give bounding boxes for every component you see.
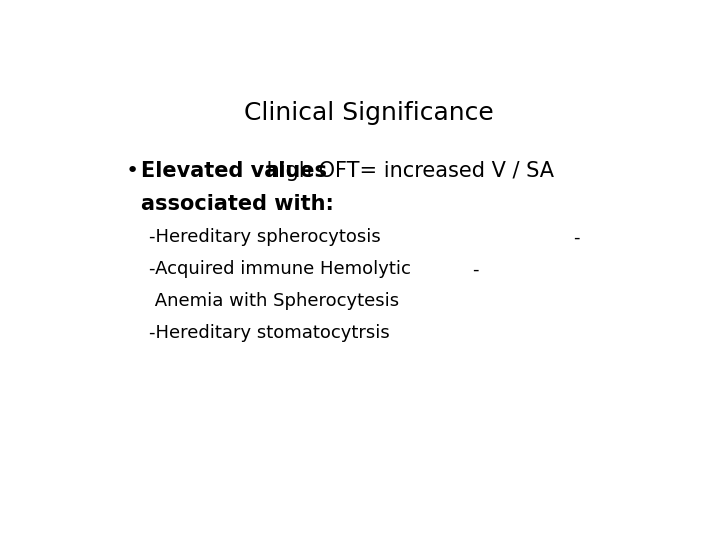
Text: -Acquired immune Hemolytic: -Acquired immune Hemolytic bbox=[148, 260, 410, 279]
Text: high OFT= increased V / SA: high OFT= increased V / SA bbox=[260, 161, 554, 181]
Text: Anemia with Spherocytesis: Anemia with Spherocytesis bbox=[148, 292, 399, 310]
Text: -Hereditary stomatocytrsis: -Hereditary stomatocytrsis bbox=[148, 325, 390, 342]
Text: associated with:: associated with: bbox=[141, 194, 334, 214]
Text: -Hereditary spherocytosis: -Hereditary spherocytosis bbox=[148, 228, 380, 246]
Text: Elevated values: Elevated values bbox=[141, 161, 328, 181]
Text: •: • bbox=[125, 161, 138, 181]
Text: -: - bbox=[472, 260, 479, 279]
Text: Clinical Significance: Clinical Significance bbox=[244, 100, 494, 125]
Text: -: - bbox=[572, 228, 579, 246]
